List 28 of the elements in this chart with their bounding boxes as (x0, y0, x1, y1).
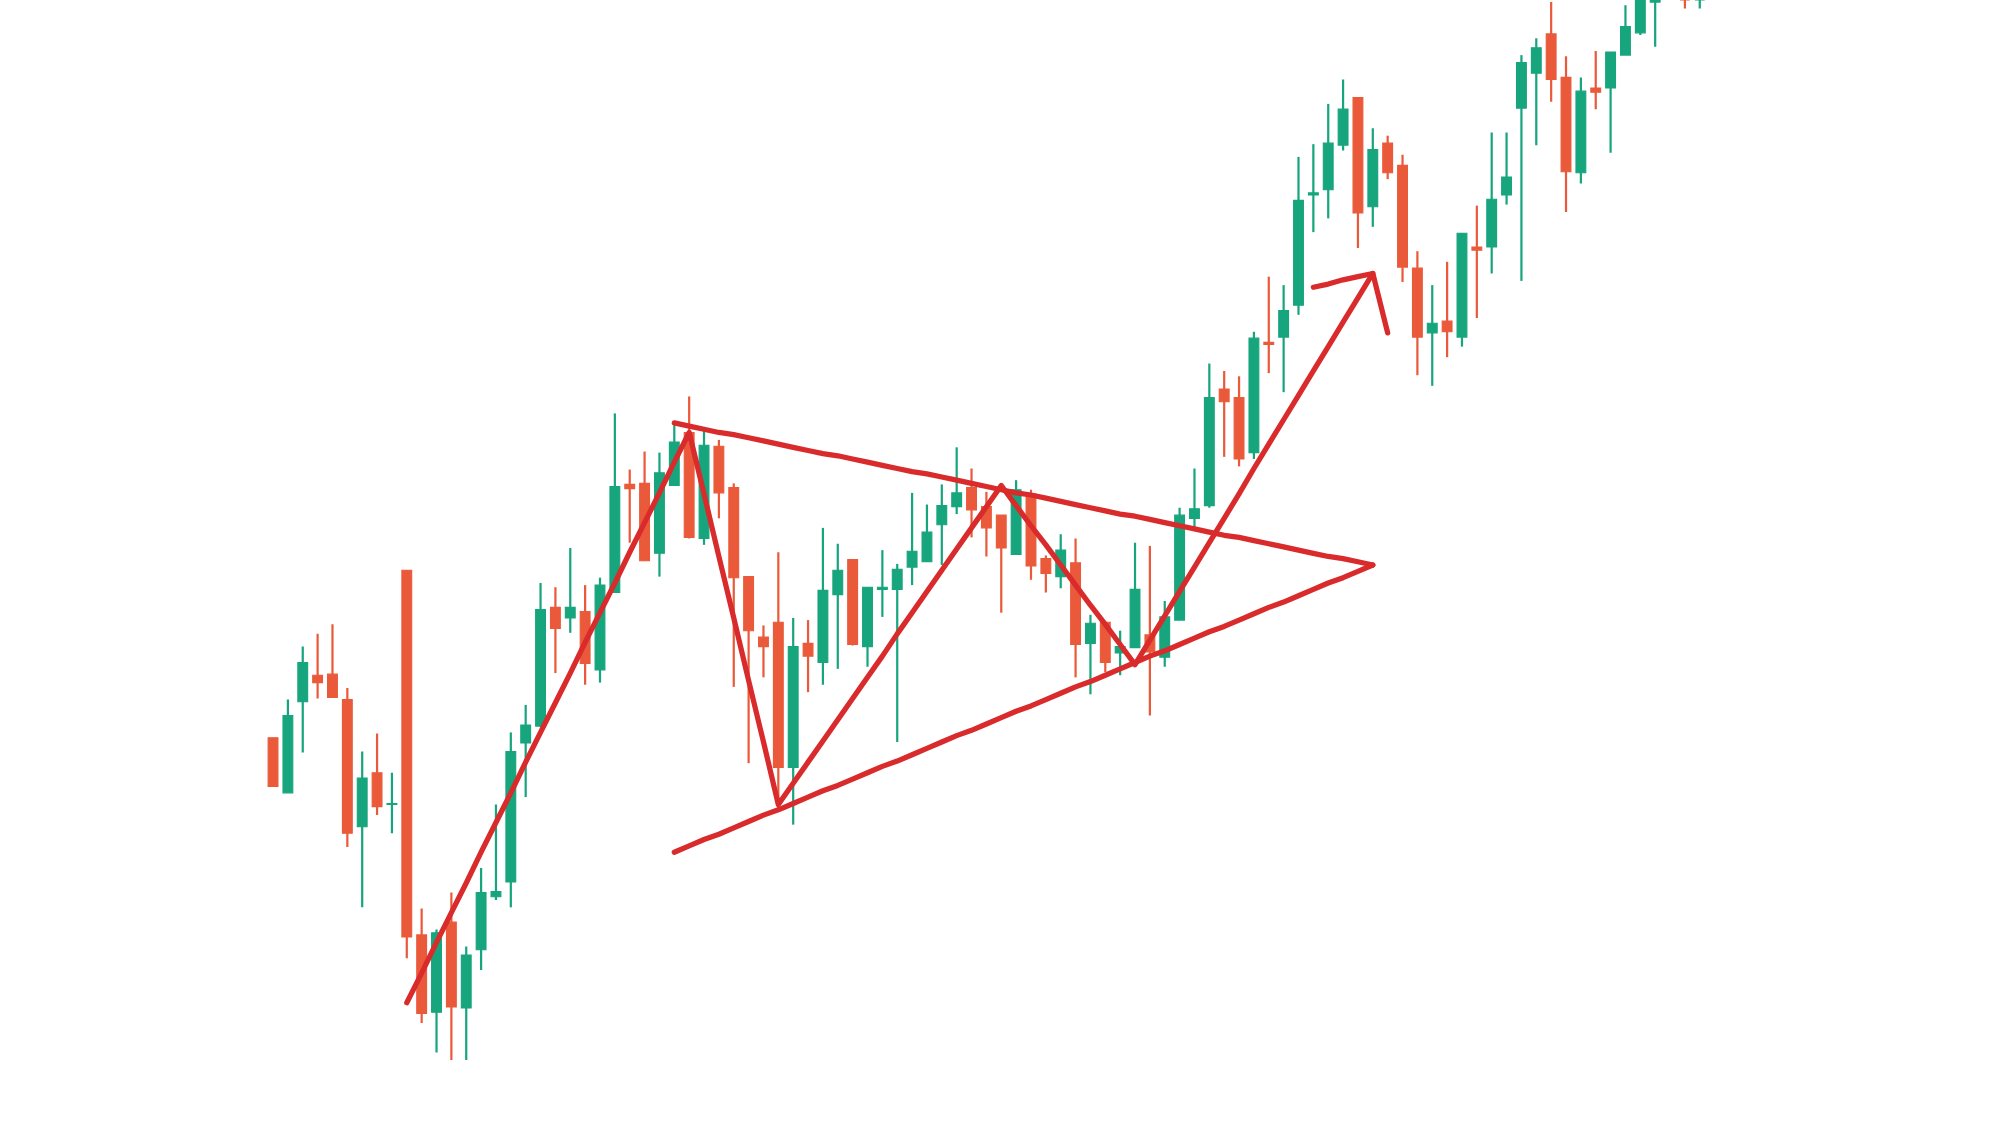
candlestick (490, 803, 502, 902)
candlestick (312, 632, 324, 700)
candlestick (520, 703, 532, 799)
candlestick (1501, 131, 1513, 206)
candlestick (891, 562, 903, 744)
candlestick (1189, 467, 1200, 529)
candlestick (1590, 49, 1602, 111)
candlestick (802, 618, 814, 694)
candlestick (549, 586, 561, 675)
candlestick (758, 624, 769, 679)
candlestick (1307, 143, 1319, 234)
candlestick (386, 771, 398, 835)
candlestick (876, 549, 888, 619)
candlestick (1040, 554, 1052, 594)
candlestick (564, 546, 576, 634)
candlestick (1649, 0, 1661, 48)
candlestick (1426, 284, 1438, 387)
candlestick (1441, 260, 1453, 359)
candlestick (1263, 275, 1275, 375)
candlestick (936, 483, 948, 567)
candlestick (966, 467, 977, 539)
candlestick (327, 623, 338, 699)
candlestick (1218, 369, 1230, 458)
candlestick (1471, 204, 1483, 320)
candlestick (1084, 613, 1096, 696)
candlestick (906, 491, 918, 587)
candlestick (951, 446, 963, 516)
candlestick (624, 468, 636, 544)
